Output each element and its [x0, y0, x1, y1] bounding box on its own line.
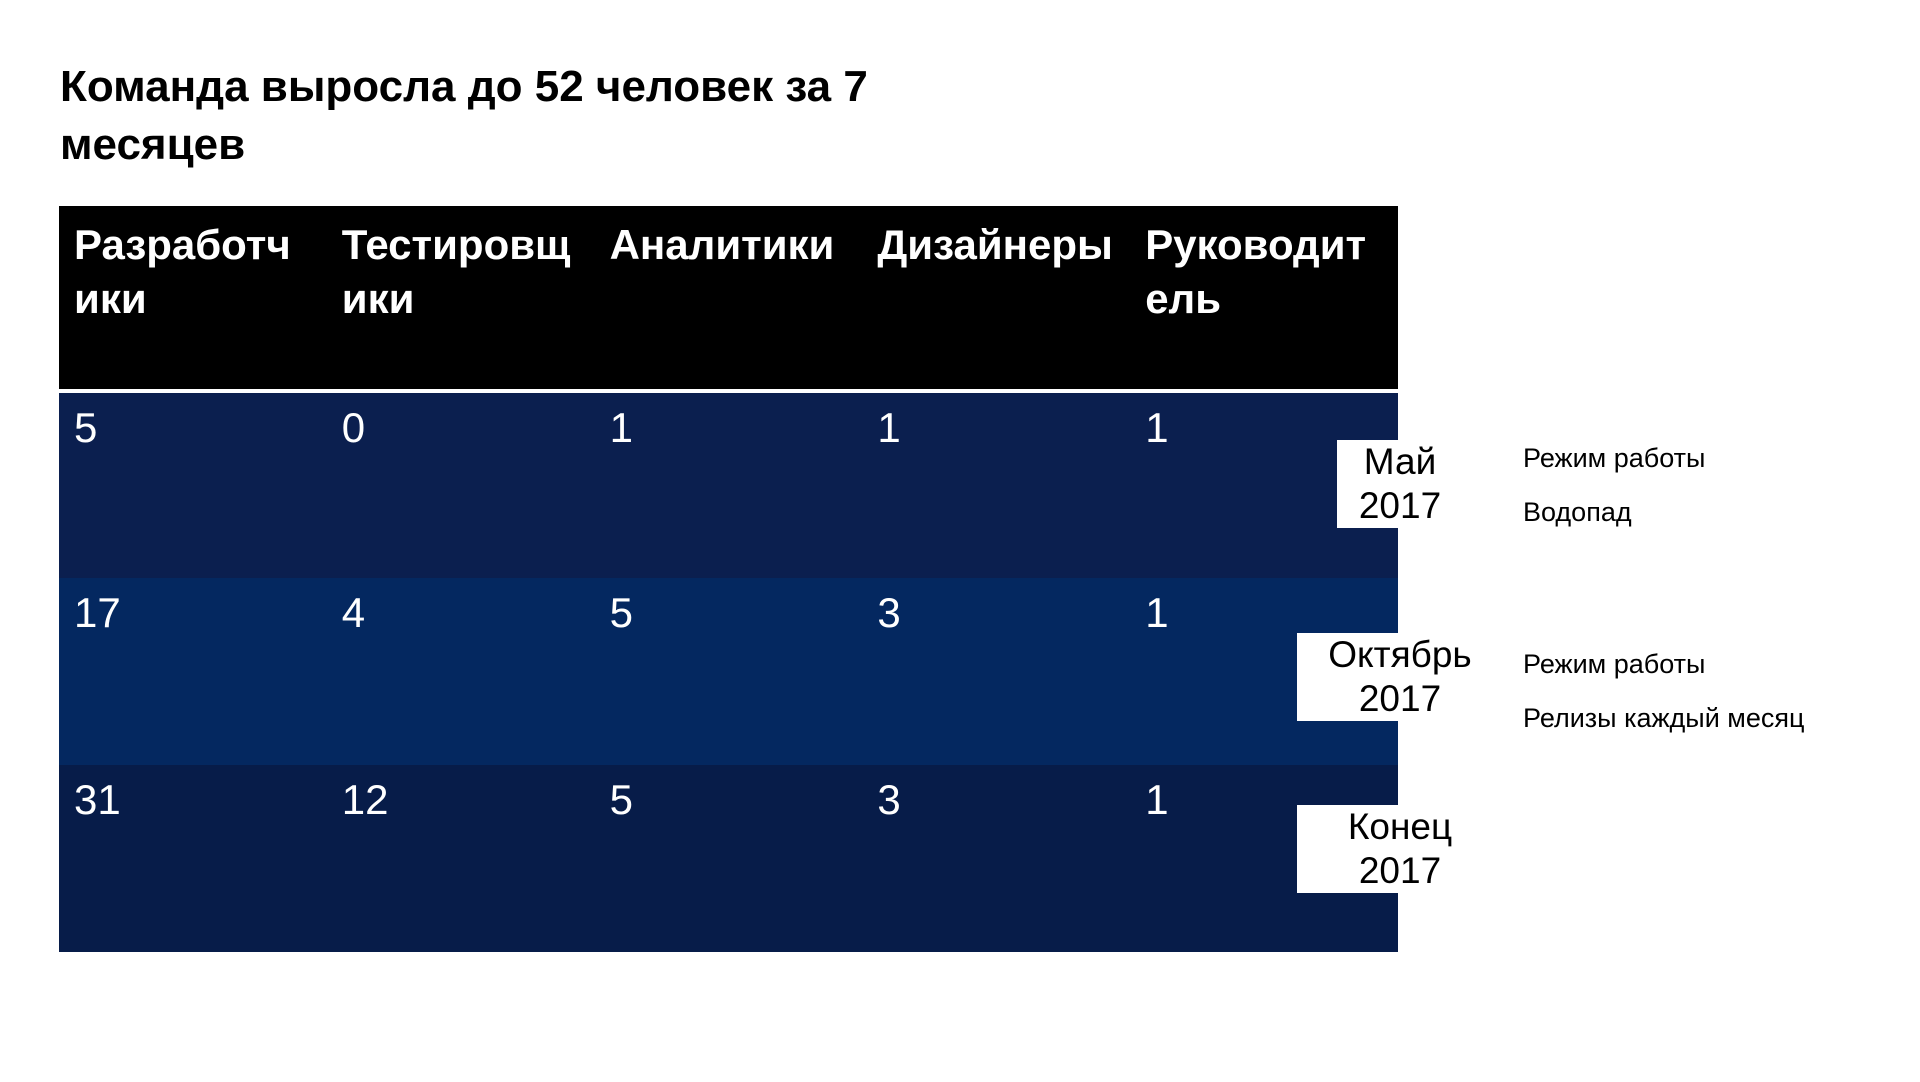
- table-cell: 5: [609, 776, 633, 823]
- period-note-waterfall: Водопад: [1523, 497, 1632, 527]
- period-note-monthly-releases: Релизы каждый месяц: [1523, 703, 1805, 733]
- header-cell-testers: Тестировщики: [326, 206, 595, 393]
- table-header-row: Разработчики Тестировщики Аналитики Диза…: [59, 206, 1398, 393]
- table-row: 5 0 1 1 1: [59, 391, 1398, 578]
- period-label-may-2017: Май 2017: [1337, 440, 1463, 528]
- table-cell: 3: [877, 589, 901, 636]
- team-size-table: Разработчики Тестировщики Аналитики Диза…: [59, 206, 1398, 952]
- table-cell: 5: [609, 589, 633, 636]
- table-cell: 0: [341, 404, 366, 451]
- table-cell: 12: [341, 776, 389, 823]
- table-cell: 1: [609, 404, 633, 451]
- table-cell: 5: [74, 404, 98, 451]
- header-cell-analysts: Аналитики: [594, 206, 863, 393]
- table-cell: 1: [1145, 776, 1169, 823]
- table-cell: 3: [877, 776, 901, 823]
- header-cell-designers: Дизайнеры: [862, 206, 1131, 393]
- table-cell: 1: [1145, 589, 1169, 636]
- header-cell-developers: Разработчики: [59, 206, 327, 393]
- period-label-end-2017: Конец 2017: [1297, 805, 1503, 893]
- slide-title: Команда выросла до 52 человек за 7 месяц…: [60, 62, 868, 169]
- table-row: 31 12 5 3 1: [59, 765, 1398, 952]
- period-note-work-mode: Режим работы: [1523, 649, 1706, 679]
- table-cell: 17: [74, 589, 121, 636]
- table-cell: 1: [1145, 404, 1169, 451]
- header-cell-manager: Руководитель: [1130, 206, 1398, 393]
- period-label-october-2017: Октябрь 2017: [1297, 633, 1503, 721]
- table-row: 17 4 5 3 1: [59, 578, 1398, 765]
- period-note-work-mode: Режим работы: [1523, 443, 1706, 473]
- table-cell: 31: [74, 776, 121, 823]
- table-cell: 1: [877, 404, 901, 451]
- table-cell: 4: [341, 589, 366, 636]
